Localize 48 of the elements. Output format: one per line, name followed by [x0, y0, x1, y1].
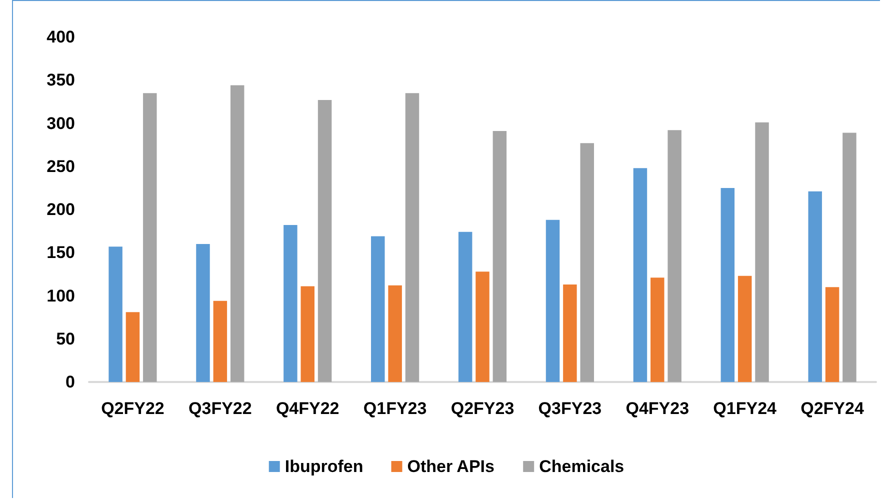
- x-tick-label: Q3FY22: [188, 399, 252, 418]
- y-tick-label: 50: [56, 329, 75, 348]
- y-tick-label: 300: [46, 114, 75, 133]
- bar: [458, 232, 472, 382]
- bar: [405, 93, 420, 382]
- x-tick-label: Q1FY24: [713, 399, 778, 418]
- bar: [371, 236, 385, 382]
- legend-label: Chemicals: [539, 457, 624, 476]
- x-tick-label: Q4FY22: [276, 399, 340, 418]
- legend-label: Other APIs: [407, 457, 494, 476]
- bar: [230, 85, 244, 382]
- bar: [126, 312, 140, 382]
- bar: [143, 93, 157, 382]
- y-tick-label: 150: [46, 243, 75, 262]
- bar: [842, 132, 856, 382]
- bar: [546, 220, 560, 382]
- x-tick-label: Q2FY22: [101, 399, 164, 418]
- x-tick-label: Q2FY24: [800, 399, 864, 418]
- legend-label: Ibuprofen: [284, 457, 364, 476]
- y-tick-label: 350: [46, 70, 75, 90]
- y-tick-label: 200: [46, 200, 75, 219]
- y-tick-label: 250: [46, 156, 75, 176]
- x-tick-label: Q1FY23: [363, 399, 427, 418]
- x-tick-label: Q2FY23: [450, 399, 514, 418]
- bar: [808, 191, 822, 382]
- y-tick-label: 0: [66, 372, 75, 392]
- bar: [318, 100, 332, 382]
- bar: [650, 278, 664, 382]
- bar: [580, 143, 594, 382]
- bar: [720, 188, 735, 382]
- bar: [668, 130, 682, 382]
- bar: [633, 168, 648, 382]
- bar: [476, 272, 490, 382]
- bar: [284, 225, 298, 382]
- bar: [213, 300, 228, 382]
- x-tick-label: Q4FY23: [626, 399, 690, 418]
- bar: [825, 287, 840, 382]
- bar: [738, 276, 752, 382]
- y-tick-label: 100: [46, 286, 75, 306]
- bar: [108, 246, 122, 382]
- y-tick-label: 400: [46, 28, 75, 46]
- bar: [492, 131, 507, 382]
- x-tick-label: Q3FY23: [538, 399, 602, 418]
- bar: [388, 285, 402, 382]
- bar: [755, 122, 769, 382]
- bar: [300, 286, 314, 382]
- bar: [196, 244, 210, 382]
- bar: [563, 284, 577, 382]
